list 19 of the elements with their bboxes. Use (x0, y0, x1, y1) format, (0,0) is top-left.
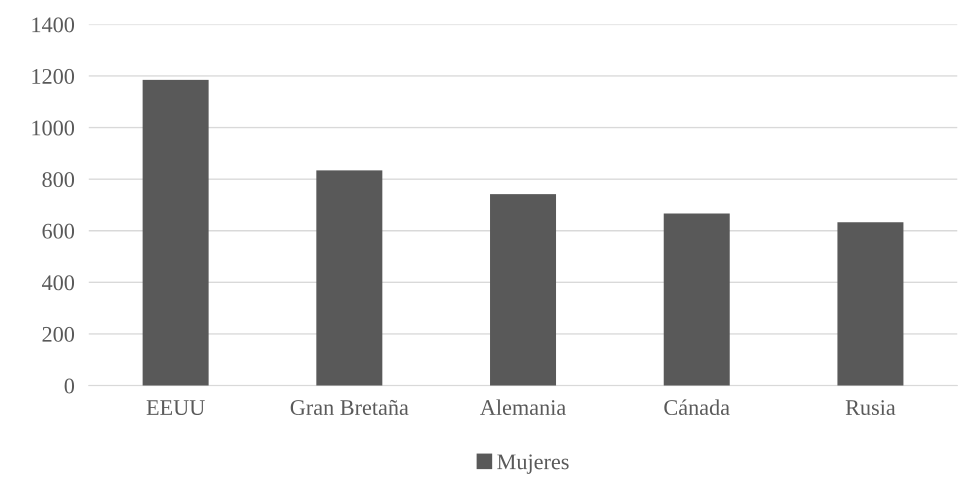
y-tick-label: 600 (42, 224, 74, 239)
legend-label: Mujeres (497, 454, 569, 474)
bar (664, 213, 730, 386)
y-tick-label: 400 (42, 275, 74, 290)
y-tick-label: 1000 (32, 120, 74, 136)
y-tick-label: 1200 (32, 68, 74, 84)
y-tick-label: 0 (64, 378, 74, 394)
y-tick-label: 800 (42, 172, 74, 188)
bar (837, 222, 904, 386)
x-tick-label: Rusia (846, 400, 896, 416)
x-tick-label: Alemania (480, 399, 566, 416)
x-tick-label: Cánada (664, 399, 730, 416)
x-tick-label: EEUU (146, 400, 205, 416)
bar (316, 170, 382, 386)
bar (142, 80, 209, 386)
x-tick-label: Gran Bretaña (290, 400, 409, 416)
bar (490, 194, 556, 386)
y-tick-label: 200 (42, 326, 74, 342)
y-tick-label: 1400 (32, 17, 74, 32)
